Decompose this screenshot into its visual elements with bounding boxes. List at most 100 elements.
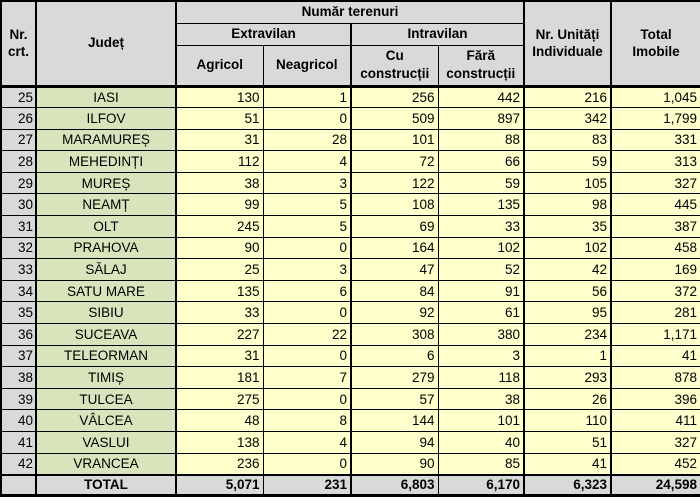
cell-cu-constructii: 279 [350, 366, 439, 389]
table-row: 28 MEHEDINȚI 112 4 72 66 59 313 [0, 150, 700, 173]
cell-cu-constructii: 84 [350, 279, 439, 303]
cell-neagricol: 4 [262, 431, 352, 454]
cell-total: 458 [610, 236, 700, 260]
cell-total: 445 [610, 193, 700, 217]
cell-unitati: 51 [523, 431, 612, 454]
cell-unitati: 216 [523, 84, 612, 109]
cell-nr-crt: 42 [0, 452, 37, 476]
cell-agricol: 99 [175, 193, 264, 217]
cell-unitati: 342 [523, 107, 612, 130]
cell-neagricol: 0 [262, 236, 352, 260]
total-agricol: 5,071 [175, 473, 264, 497]
cell-unitati: 42 [523, 258, 612, 281]
header-extravilan: Extravilan [175, 22, 352, 46]
cell-nr-crt: 40 [0, 409, 37, 432]
table-row: 30 NEAMȚ 99 5 108 135 98 445 [0, 193, 700, 217]
cell-total: 452 [610, 452, 700, 476]
header-judet: Județ [35, 0, 177, 87]
cell-nr-crt: 36 [0, 323, 37, 346]
cell-agricol: 130 [175, 84, 264, 109]
cell-nr-crt: 32 [0, 236, 37, 260]
cell-nr-crt: 33 [0, 258, 37, 281]
cell-cu-constructii: 308 [350, 323, 439, 346]
table-row: 29 MUREȘ 38 3 122 59 105 327 [0, 171, 700, 195]
table-row: 35 SIBIU 33 0 92 61 95 281 [0, 301, 700, 325]
total-cell-nr [0, 473, 37, 497]
cell-cu-constructii: 108 [350, 193, 439, 217]
cell-fara-constructii: 40 [437, 431, 525, 454]
cell-fara-constructii: 135 [437, 193, 525, 217]
cell-cu-constructii: 509 [350, 107, 439, 130]
cell-unitati: 102 [523, 236, 612, 260]
cell-total: 1,045 [610, 84, 700, 109]
table-row: 40 VÂLCEA 48 8 144 101 110 411 [0, 409, 700, 432]
cell-unitati: 234 [523, 323, 612, 346]
cell-nr-crt: 27 [0, 128, 37, 152]
cell-unitati: 293 [523, 366, 612, 389]
cell-total: 331 [610, 128, 700, 152]
header-nr-crt: Nr. crt. [0, 0, 37, 87]
cell-total: 411 [610, 409, 700, 432]
cell-cu-constructii: 94 [350, 431, 439, 454]
cell-judet: TELEORMAN [35, 344, 177, 368]
cell-judet: MUREȘ [35, 171, 177, 195]
table-row: 25 IASI 130 1 256 442 216 1,045 [0, 84, 700, 109]
cell-neagricol: 5 [262, 193, 352, 217]
cell-cu-constructii: 6 [350, 344, 439, 368]
total-neagricol: 231 [262, 473, 352, 497]
cell-nr-crt: 25 [0, 84, 37, 109]
cell-agricol: 38 [175, 171, 264, 195]
cell-unitati: 110 [523, 409, 612, 432]
table-row: 41 VASLUI 138 4 94 40 51 327 [0, 431, 700, 454]
cell-neagricol: 0 [262, 344, 352, 368]
cell-unitati: 105 [523, 171, 612, 195]
cell-unitati: 59 [523, 150, 612, 173]
cell-nr-crt: 28 [0, 150, 37, 173]
cell-unitati: 1 [523, 344, 612, 368]
cell-agricol: 90 [175, 236, 264, 260]
table-row: 36 SUCEAVA 227 22 308 380 234 1,171 [0, 323, 700, 346]
cell-judet: SIBIU [35, 301, 177, 325]
cell-judet: IASI [35, 84, 177, 109]
cell-agricol: 181 [175, 366, 264, 389]
cell-fara-constructii: 101 [437, 409, 525, 432]
cell-judet: VRANCEA [35, 452, 177, 476]
header-numar-terenuri: Număr terenuri [174, 0, 525, 24]
cell-total: 327 [610, 431, 700, 454]
cell-neagricol: 22 [262, 323, 352, 346]
cell-agricol: 236 [175, 452, 264, 476]
cell-agricol: 51 [175, 107, 264, 130]
cell-agricol: 112 [175, 150, 264, 173]
cell-neagricol: 7 [262, 366, 352, 389]
cell-agricol: 31 [175, 344, 264, 368]
cell-neagricol: 0 [262, 387, 352, 411]
cell-fara-constructii: 61 [437, 301, 525, 325]
table-row: 39 TULCEA 275 0 57 38 26 396 [0, 387, 700, 411]
cell-total: 1,799 [610, 107, 700, 130]
header-neagricol: Neagricol [262, 44, 352, 87]
cell-agricol: 245 [175, 215, 264, 238]
cell-unitati: 26 [523, 387, 612, 411]
cell-fara-constructii: 38 [437, 387, 525, 411]
cell-neagricol: 6 [262, 279, 352, 303]
cell-neagricol: 8 [262, 409, 352, 432]
cell-fara-constructii: 52 [437, 258, 525, 281]
cell-fara-constructii: 91 [437, 279, 525, 303]
cell-nr-crt: 31 [0, 215, 37, 238]
cell-judet: NEAMȚ [35, 193, 177, 217]
cell-neagricol: 4 [262, 150, 352, 173]
cell-judet: VÂLCEA [35, 409, 177, 432]
cell-nr-crt: 41 [0, 431, 37, 454]
cell-fara-constructii: 102 [437, 236, 525, 260]
cell-judet: ILFOV [35, 107, 177, 130]
cell-neagricol: 0 [262, 107, 352, 130]
cell-nr-crt: 29 [0, 171, 37, 195]
cell-total: 1,171 [610, 323, 700, 346]
cell-unitati: 95 [523, 301, 612, 325]
cell-fara-constructii: 3 [437, 344, 525, 368]
total-cu-constructii: 6,803 [350, 473, 439, 497]
cell-unitati: 41 [523, 452, 612, 476]
cell-total: 313 [610, 150, 700, 173]
header-intravilan: Intravilan [349, 22, 525, 46]
cell-judet: VASLUI [35, 431, 177, 454]
